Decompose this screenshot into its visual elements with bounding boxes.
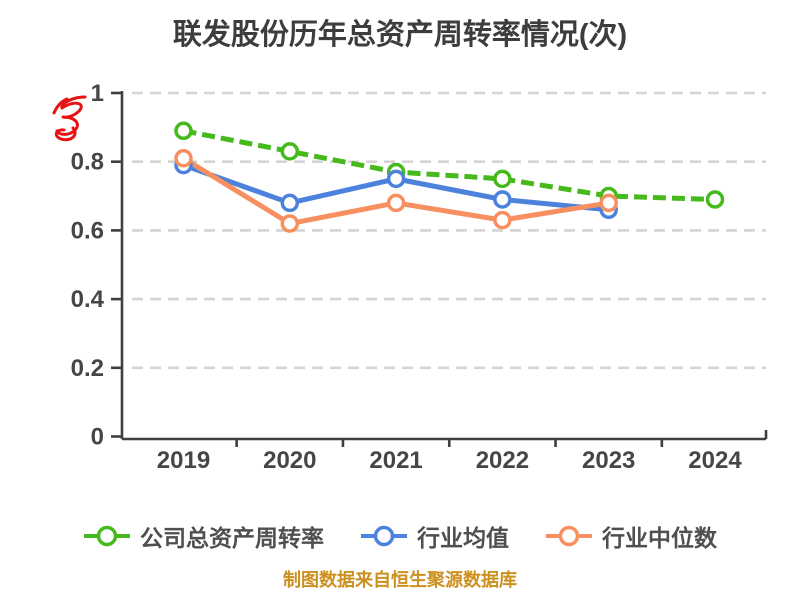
legend-marker-company-icon [84,525,130,547]
y-tick-label: 0.2 [71,355,104,382]
x-tick-label: 2022 [476,447,529,474]
x-tick-label: 2020 [263,447,316,474]
red-scribble-annotation [52,95,87,142]
x-tick-label: 2021 [369,447,422,474]
data-point-0-2022 [493,169,512,189]
y-tick-label: 1 [91,80,104,107]
data-point-0-2024 [705,190,725,209]
data-point-0-2020 [280,142,300,161]
data-point-2-2020 [280,214,300,233]
x-tick-label: 2023 [582,447,635,474]
legend-item-company: 公司总资产周转率 [83,519,324,553]
y-tick-label: 0 [91,424,104,451]
data-point-1-2020 [280,193,300,213]
x-tick-label: 2024 [688,447,742,474]
legend-marker-industry-median-icon [546,525,592,547]
legend-item-industry-mean: 行业均值 [360,519,509,553]
data-point-2-2019 [174,149,193,168]
legend-label-industry-mean: 行业均值 [417,525,509,551]
legend-item-industry-median: 行业中位数 [545,519,717,553]
y-tick-label: 0.6 [71,217,104,244]
data-point-1-2021 [386,169,406,189]
y-tick-label: 0.8 [71,149,104,176]
legend-label-company: 公司总资产周转率 [140,525,324,551]
data-point-2-2021 [386,193,406,213]
data-point-1-2022 [493,190,512,209]
series-line-0 [183,128,716,202]
data-point-0-2019 [174,121,193,141]
x-tick-label: 2019 [157,447,210,474]
legend-label-industry-median: 行业中位数 [602,525,717,551]
chart-legend: 公司总资产周转率 行业均值 行业中位数 [0,519,800,553]
footer-note: 制图数据来自恒生聚源数据库 [283,570,517,590]
chart-title: 联发股份历年总资产周转率情况(次) [172,19,628,51]
data-point-2-2022 [493,210,512,230]
data-point-2-2023 [599,193,618,213]
y-tick-label: 0.4 [71,286,105,313]
legend-marker-industry-mean-icon [361,525,407,547]
